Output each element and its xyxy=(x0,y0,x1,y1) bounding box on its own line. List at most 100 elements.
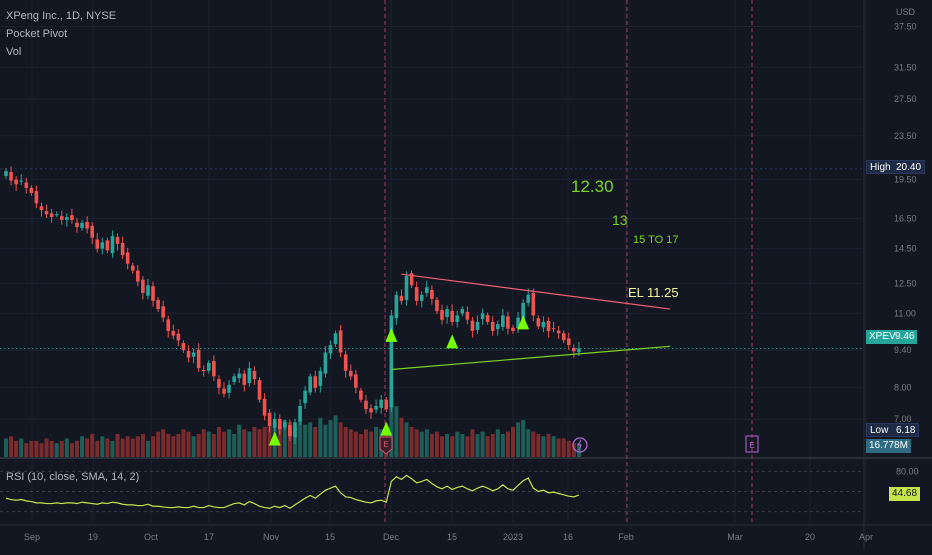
candle-body xyxy=(171,330,176,336)
annotation-target-2[interactable]: 13 xyxy=(612,212,628,228)
candle-body xyxy=(222,388,226,394)
time-tick-label: 15 xyxy=(325,532,335,542)
candle-body xyxy=(430,289,434,299)
candles[interactable] xyxy=(4,166,581,444)
study-volume[interactable]: Vol xyxy=(6,46,22,58)
volume-bar xyxy=(166,433,171,457)
candle-body xyxy=(577,348,581,353)
candle-body xyxy=(536,318,541,327)
volume-bar xyxy=(333,415,338,457)
candle-body xyxy=(455,315,460,322)
high-marker: High 20.40 xyxy=(866,160,926,174)
rsi-line xyxy=(5,474,580,509)
volume-bar xyxy=(95,440,100,457)
volume-bar xyxy=(338,422,343,457)
volume-bar xyxy=(571,443,576,457)
rsi-panel[interactable]: 80.00 xyxy=(0,466,919,513)
time-tick-label: 16 xyxy=(563,532,573,542)
candle-body xyxy=(9,172,13,181)
high-marker-label: High xyxy=(870,162,891,173)
candle-body xyxy=(75,222,79,228)
future-earnings-icon: E xyxy=(745,435,759,453)
rsi-axis-top: 80.00 xyxy=(896,466,919,476)
volume-bar xyxy=(49,440,54,457)
volume-bar xyxy=(130,438,135,457)
candle-body xyxy=(379,399,383,408)
candle-body xyxy=(29,187,34,193)
volume-bar xyxy=(135,436,140,457)
volume-bar xyxy=(369,431,374,457)
volume-bar xyxy=(389,397,394,457)
volume-bar xyxy=(495,429,500,457)
volume-bar xyxy=(541,436,546,457)
volume-bar xyxy=(424,429,429,457)
time-axis: Sep 19 Oct 17 Nov 15 Dec 15 2023 16 Feb Mar 20 Apr xyxy=(24,532,873,542)
volume-bar xyxy=(409,427,414,457)
study-pocket-pivot[interactable]: Pocket Pivot xyxy=(6,28,68,40)
volume-bar xyxy=(59,440,64,457)
volume-bar xyxy=(24,443,29,457)
volume-bar xyxy=(485,436,490,457)
candle-body xyxy=(475,321,480,330)
volume-bar xyxy=(237,424,242,457)
candle-body xyxy=(531,293,536,316)
annotation-target-3[interactable]: 15 TO 17 xyxy=(633,234,679,246)
candle-body xyxy=(501,315,505,327)
volume-bar xyxy=(576,443,581,457)
volume-bar xyxy=(140,433,145,457)
candle-body xyxy=(506,316,510,329)
pocket-pivot-marker xyxy=(446,334,459,349)
price-tick-label: 14.50 xyxy=(894,244,917,254)
volume-bar xyxy=(74,440,79,457)
candle-body xyxy=(445,309,449,317)
candle-body xyxy=(384,399,389,410)
volume-bar xyxy=(115,433,120,457)
candle-body xyxy=(141,279,145,293)
candle-body xyxy=(105,240,110,251)
price-axis-currency: USD xyxy=(896,7,916,17)
candle-body xyxy=(480,313,485,320)
candle-body xyxy=(156,299,160,310)
volume-bar xyxy=(216,427,221,457)
time-tick-label: Sep xyxy=(24,532,40,542)
candle-body xyxy=(460,309,465,314)
price-tick-label: 7.00 xyxy=(894,414,912,424)
svg-text:E: E xyxy=(383,440,388,449)
candle-body xyxy=(272,418,277,428)
volume-bar xyxy=(4,438,8,457)
pocket-pivot-marker xyxy=(517,315,530,330)
candle-body xyxy=(39,206,44,211)
candle-body xyxy=(561,333,566,341)
time-tick-label: 20 xyxy=(805,532,815,542)
candle-body xyxy=(4,171,8,176)
candle-body xyxy=(470,320,475,331)
annotation-target-1[interactable]: 12.30 xyxy=(571,177,614,196)
candle-body xyxy=(369,408,373,413)
volume-bar xyxy=(500,433,505,457)
volume-bar xyxy=(521,420,526,457)
volume-bar xyxy=(399,417,404,457)
volume-bar xyxy=(120,438,125,457)
candle-body xyxy=(303,390,307,404)
volume-bar xyxy=(470,429,475,457)
candle-body xyxy=(14,179,18,185)
time-tick-label: Apr xyxy=(859,532,873,542)
volume-bar xyxy=(64,438,69,457)
candle-body xyxy=(24,182,29,188)
volume-bar xyxy=(561,438,566,457)
candle-body xyxy=(242,373,247,385)
candle-body xyxy=(80,222,84,229)
last-price-value: 9.46 xyxy=(895,331,915,342)
volume-bar xyxy=(242,429,247,457)
volume-bar xyxy=(171,436,176,457)
volume-bar xyxy=(303,424,308,457)
candle-body xyxy=(389,315,394,408)
candle-body xyxy=(19,180,24,182)
rsi-label[interactable]: RSI (10, close, SMA, 14, 2) xyxy=(6,471,140,483)
volume-bar xyxy=(475,433,480,457)
trendlines[interactable] xyxy=(391,273,671,371)
annotation-entry[interactable]: EL 11.25 xyxy=(628,285,679,300)
